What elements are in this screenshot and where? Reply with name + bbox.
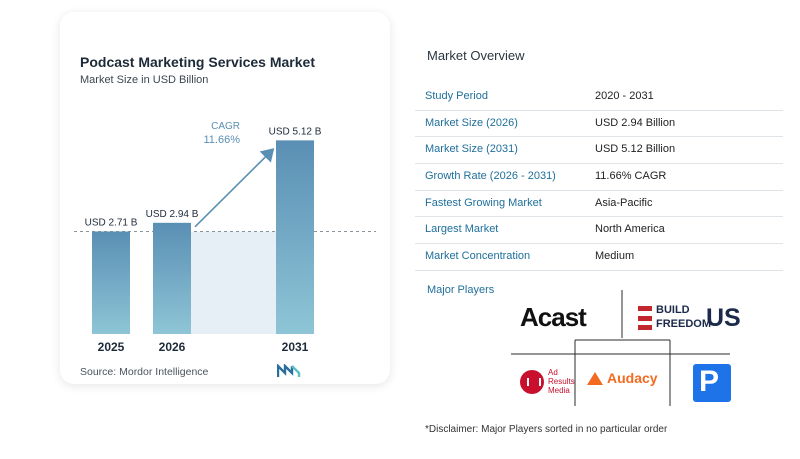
table-row: Market Concentration Medium (415, 244, 783, 271)
chart-title: Podcast Marketing Services Market (80, 54, 315, 70)
podcast-p-logo: P (693, 364, 731, 402)
table-row: Market Size (2031) USD 5.12 Billion (415, 137, 783, 165)
row-value: USD 2.94 Billion (595, 116, 676, 129)
flag-bars-icon (638, 306, 652, 330)
bar-2025 (92, 231, 130, 334)
source-note: Source: Mordor Intelligence (80, 366, 209, 378)
ad-results-media-logo: Ad Results Media (520, 366, 580, 400)
x-tick-2026: 2026 (159, 340, 186, 354)
bar-2031 (276, 140, 314, 334)
data-label-2025: USD 2.71 B (85, 218, 138, 229)
table-row: Growth Rate (2026 - 2031) 11.66% CAGR (415, 164, 783, 191)
row-label: Largest Market (425, 223, 499, 236)
row-value: 2020 - 2031 (595, 90, 654, 102)
overview-title: Market Overview (427, 48, 525, 63)
row-value: North America (595, 223, 665, 236)
row-value: 11.66% CAGR (595, 170, 667, 183)
arm-line2: Results (548, 377, 575, 386)
table-row: Fastest Growing Market Asia-Pacific (415, 191, 783, 218)
mordor-logo-icon (277, 364, 301, 377)
row-label: Fastest Growing Market (425, 196, 542, 209)
overview-table: Study Period 2020 - 2031 Market Size (20… (415, 84, 783, 271)
cagr-arrow (194, 148, 275, 228)
table-row: Largest Market North America (415, 217, 783, 245)
major-players-grid: Acast BUILD FREEDOM US Ad Results Media (505, 288, 745, 408)
build-freedom-us-logo: BUILD FREEDOM US (638, 304, 741, 332)
cagr-label: CAGR (211, 121, 240, 132)
table-row: Market Size (2026) USD 2.94 Billion (415, 111, 783, 138)
row-label: Growth Rate (2026 - 2031) (425, 170, 556, 183)
x-tick-2031: 2031 (282, 340, 309, 354)
data-label-2031: USD 5.12 B (269, 126, 322, 137)
growth-band (191, 231, 276, 334)
row-value: USD 5.12 Billion (595, 143, 676, 156)
microphone-icon (520, 370, 544, 394)
table-row: Study Period 2020 - 2031 (415, 84, 783, 111)
chart-subtitle: Market Size in USD Billion (80, 74, 209, 86)
data-label-2026: USD 2.94 B (146, 209, 199, 220)
row-value: Medium (595, 250, 635, 263)
market-overview: Market Overview Study Period 2020 - 2031… (415, 0, 800, 459)
pcast-letter: P (699, 365, 720, 398)
row-label: Market Size (2031) (425, 143, 518, 156)
audacy-text: Audacy (607, 370, 658, 386)
row-label: Study Period (425, 90, 488, 102)
bar-chart: USD 2.71 B 2025 USD 2.94 B 2026 USD 5.12 B 20… (74, 121, 376, 354)
row-label: Market Size (2026) (425, 116, 518, 129)
disclaimer: *Disclaimer: Major Players sorted in no … (425, 424, 668, 435)
arm-line1: Ad (548, 368, 558, 377)
audacy-logo: Audacy (587, 368, 677, 392)
x-tick-2025: 2025 (98, 340, 125, 354)
bfu-line2: FREEDOM (656, 318, 711, 330)
cagr-value: 11.66% (204, 134, 241, 146)
major-players-title: Major Players (427, 284, 495, 296)
players-grid-lines (511, 290, 730, 406)
arm-line3: Media (548, 386, 570, 395)
bfu-line1: BUILD (656, 304, 690, 316)
row-value: Asia-Pacific (595, 196, 653, 209)
arm-text: Ad Results Media (548, 368, 575, 395)
acast-logo: Acast (520, 302, 587, 332)
bar-2026 (153, 222, 191, 334)
triangle-icon (587, 372, 603, 385)
bfu-us: US (706, 304, 741, 332)
row-label: Market Concentration (425, 250, 531, 263)
chart-card: Podcast Marketing Services Market Market… (60, 12, 390, 384)
